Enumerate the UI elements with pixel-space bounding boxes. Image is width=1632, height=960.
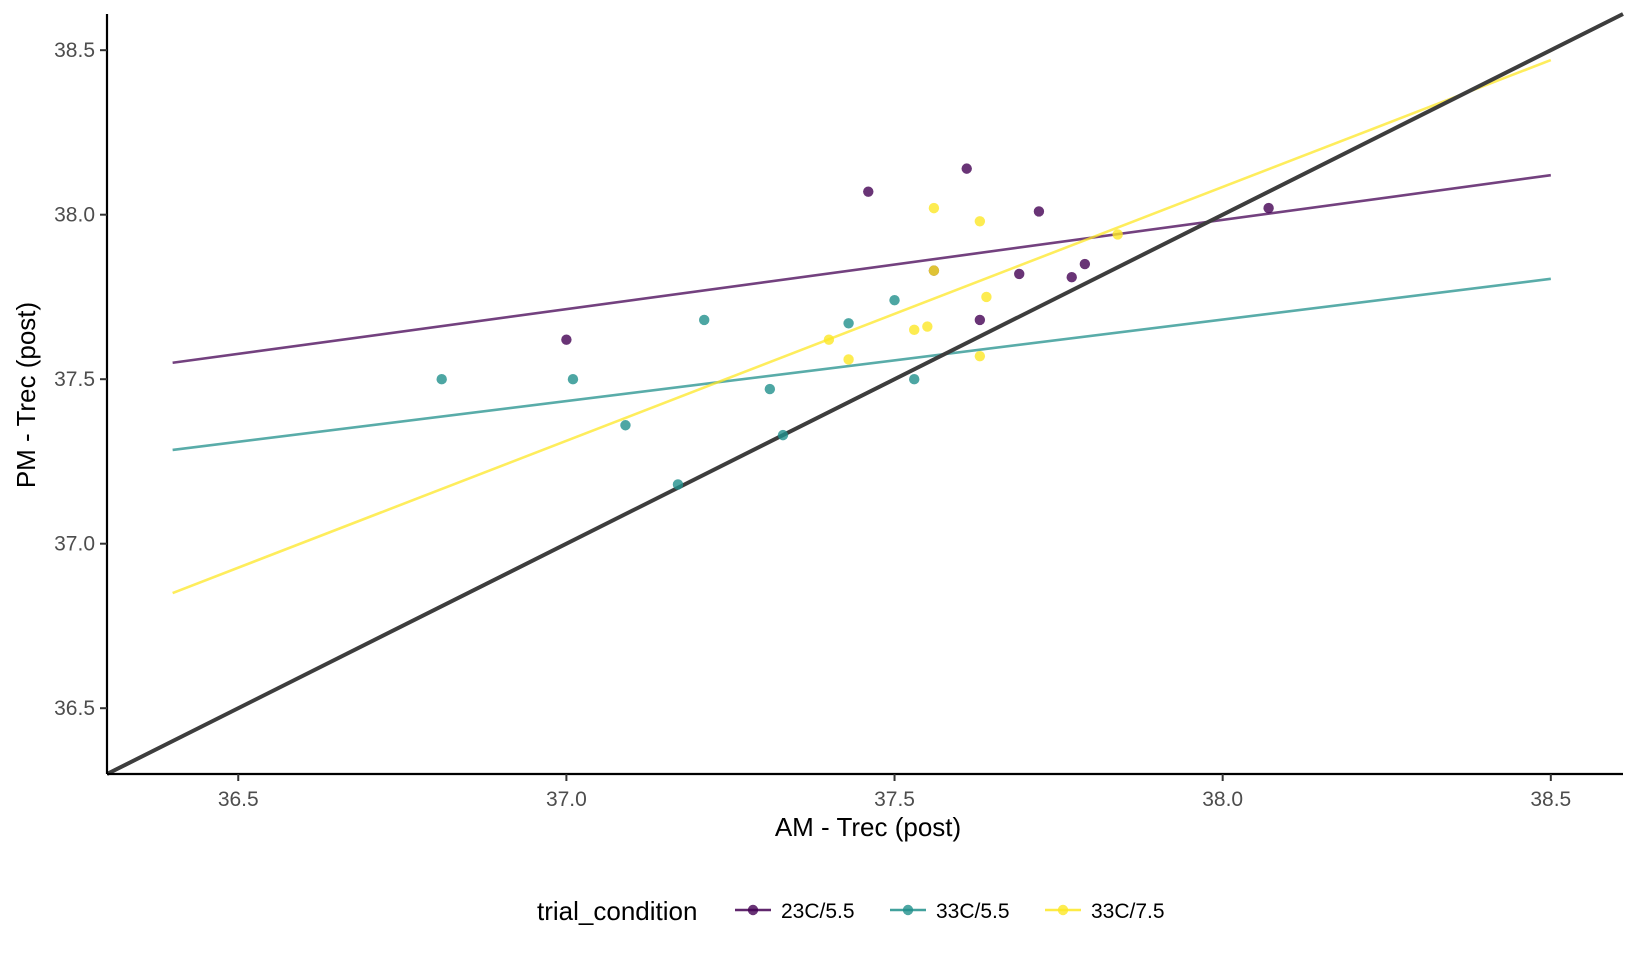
x-axis-title: AM - Trec (post): [775, 812, 961, 842]
legend-title: trial_condition: [537, 896, 697, 926]
point-s1-6: [1014, 268, 1025, 280]
point-s3-1: [823, 334, 835, 345]
point-s2-4: [672, 479, 684, 490]
point-s1-1: [561, 334, 572, 345]
point-s2-5: [699, 314, 710, 326]
point-s3-10: [1112, 229, 1123, 240]
point-s3-5: [928, 202, 940, 214]
point-s1-7: [1033, 206, 1045, 217]
y-axis-title: PM - Trec (post): [11, 302, 41, 488]
legend-label: 33C/7.5: [1091, 900, 1165, 923]
point-s2-6: [764, 383, 776, 395]
point-s2-10: [909, 373, 920, 385]
legend-item-3: 33C/7.5: [1045, 900, 1165, 923]
y-tick-label: 37.5: [54, 368, 95, 391]
point-s2-7: [777, 429, 789, 441]
y-tick-label: 37.0: [54, 533, 95, 556]
reference-line-layer: [106, 12, 1624, 776]
legend-key-dot: [902, 904, 914, 916]
x-tick-label: 37.5: [874, 788, 915, 811]
point-s1-9: [1079, 258, 1091, 270]
data-points: [436, 163, 1274, 490]
point-s2-1: [436, 373, 447, 385]
legend: trial_condition 23C/5.5 33C/5.5 33C/7.5: [537, 896, 1165, 926]
point-s1-10: [1263, 202, 1274, 214]
x-tick-label: 37.0: [546, 788, 587, 811]
fit-line-1: [172, 173, 1551, 365]
point-s3-3: [909, 324, 920, 336]
legend-label: 33C/5.5: [936, 900, 1010, 923]
legend-key-dot: [747, 904, 759, 916]
point-s3-4: [922, 321, 933, 332]
point-s2-8: [843, 318, 854, 329]
point-s1-4: [961, 163, 972, 174]
axes: [105, 14, 1623, 776]
point-s2-9: [889, 295, 900, 306]
point-s1-2: [863, 186, 874, 197]
legend-item-2: 33C/5.5: [890, 900, 1010, 923]
x-tick-label: 38.5: [1530, 788, 1571, 811]
x-tick-label: 38.0: [1202, 788, 1243, 811]
x-axis-ticks: 36.5 37.0 37.5 38.0 38.5: [218, 774, 1571, 811]
y-tick-label: 38.0: [54, 204, 95, 227]
point-s3-7: [974, 216, 986, 227]
y-axis-ticks: 36.5 37.0 37.5 38.0 38.5: [54, 39, 107, 720]
point-s1-8: [1066, 272, 1077, 283]
legend-key-dot: [1057, 904, 1069, 916]
point-s3-8: [974, 350, 986, 362]
point-s2-2: [567, 373, 579, 385]
point-s1-5: [974, 314, 986, 326]
fit-lines: [172, 58, 1552, 595]
y-tick-label: 36.5: [54, 697, 95, 720]
legend-label: 23C/5.5: [781, 900, 855, 923]
point-s2-3: [620, 420, 631, 431]
fit-line-3: [172, 58, 1552, 595]
legend-item-1: 23C/5.5: [735, 900, 855, 923]
identity-line: [106, 12, 1624, 776]
point-s3-6: [928, 265, 940, 276]
point-s3-2: [843, 354, 854, 365]
fit-line-2: [172, 277, 1551, 452]
y-tick-label: 38.5: [54, 39, 95, 62]
x-tick-label: 36.5: [218, 788, 259, 811]
point-s3-9: [981, 291, 992, 303]
legend-items: 23C/5.5 33C/5.5 33C/7.5: [735, 900, 1165, 923]
